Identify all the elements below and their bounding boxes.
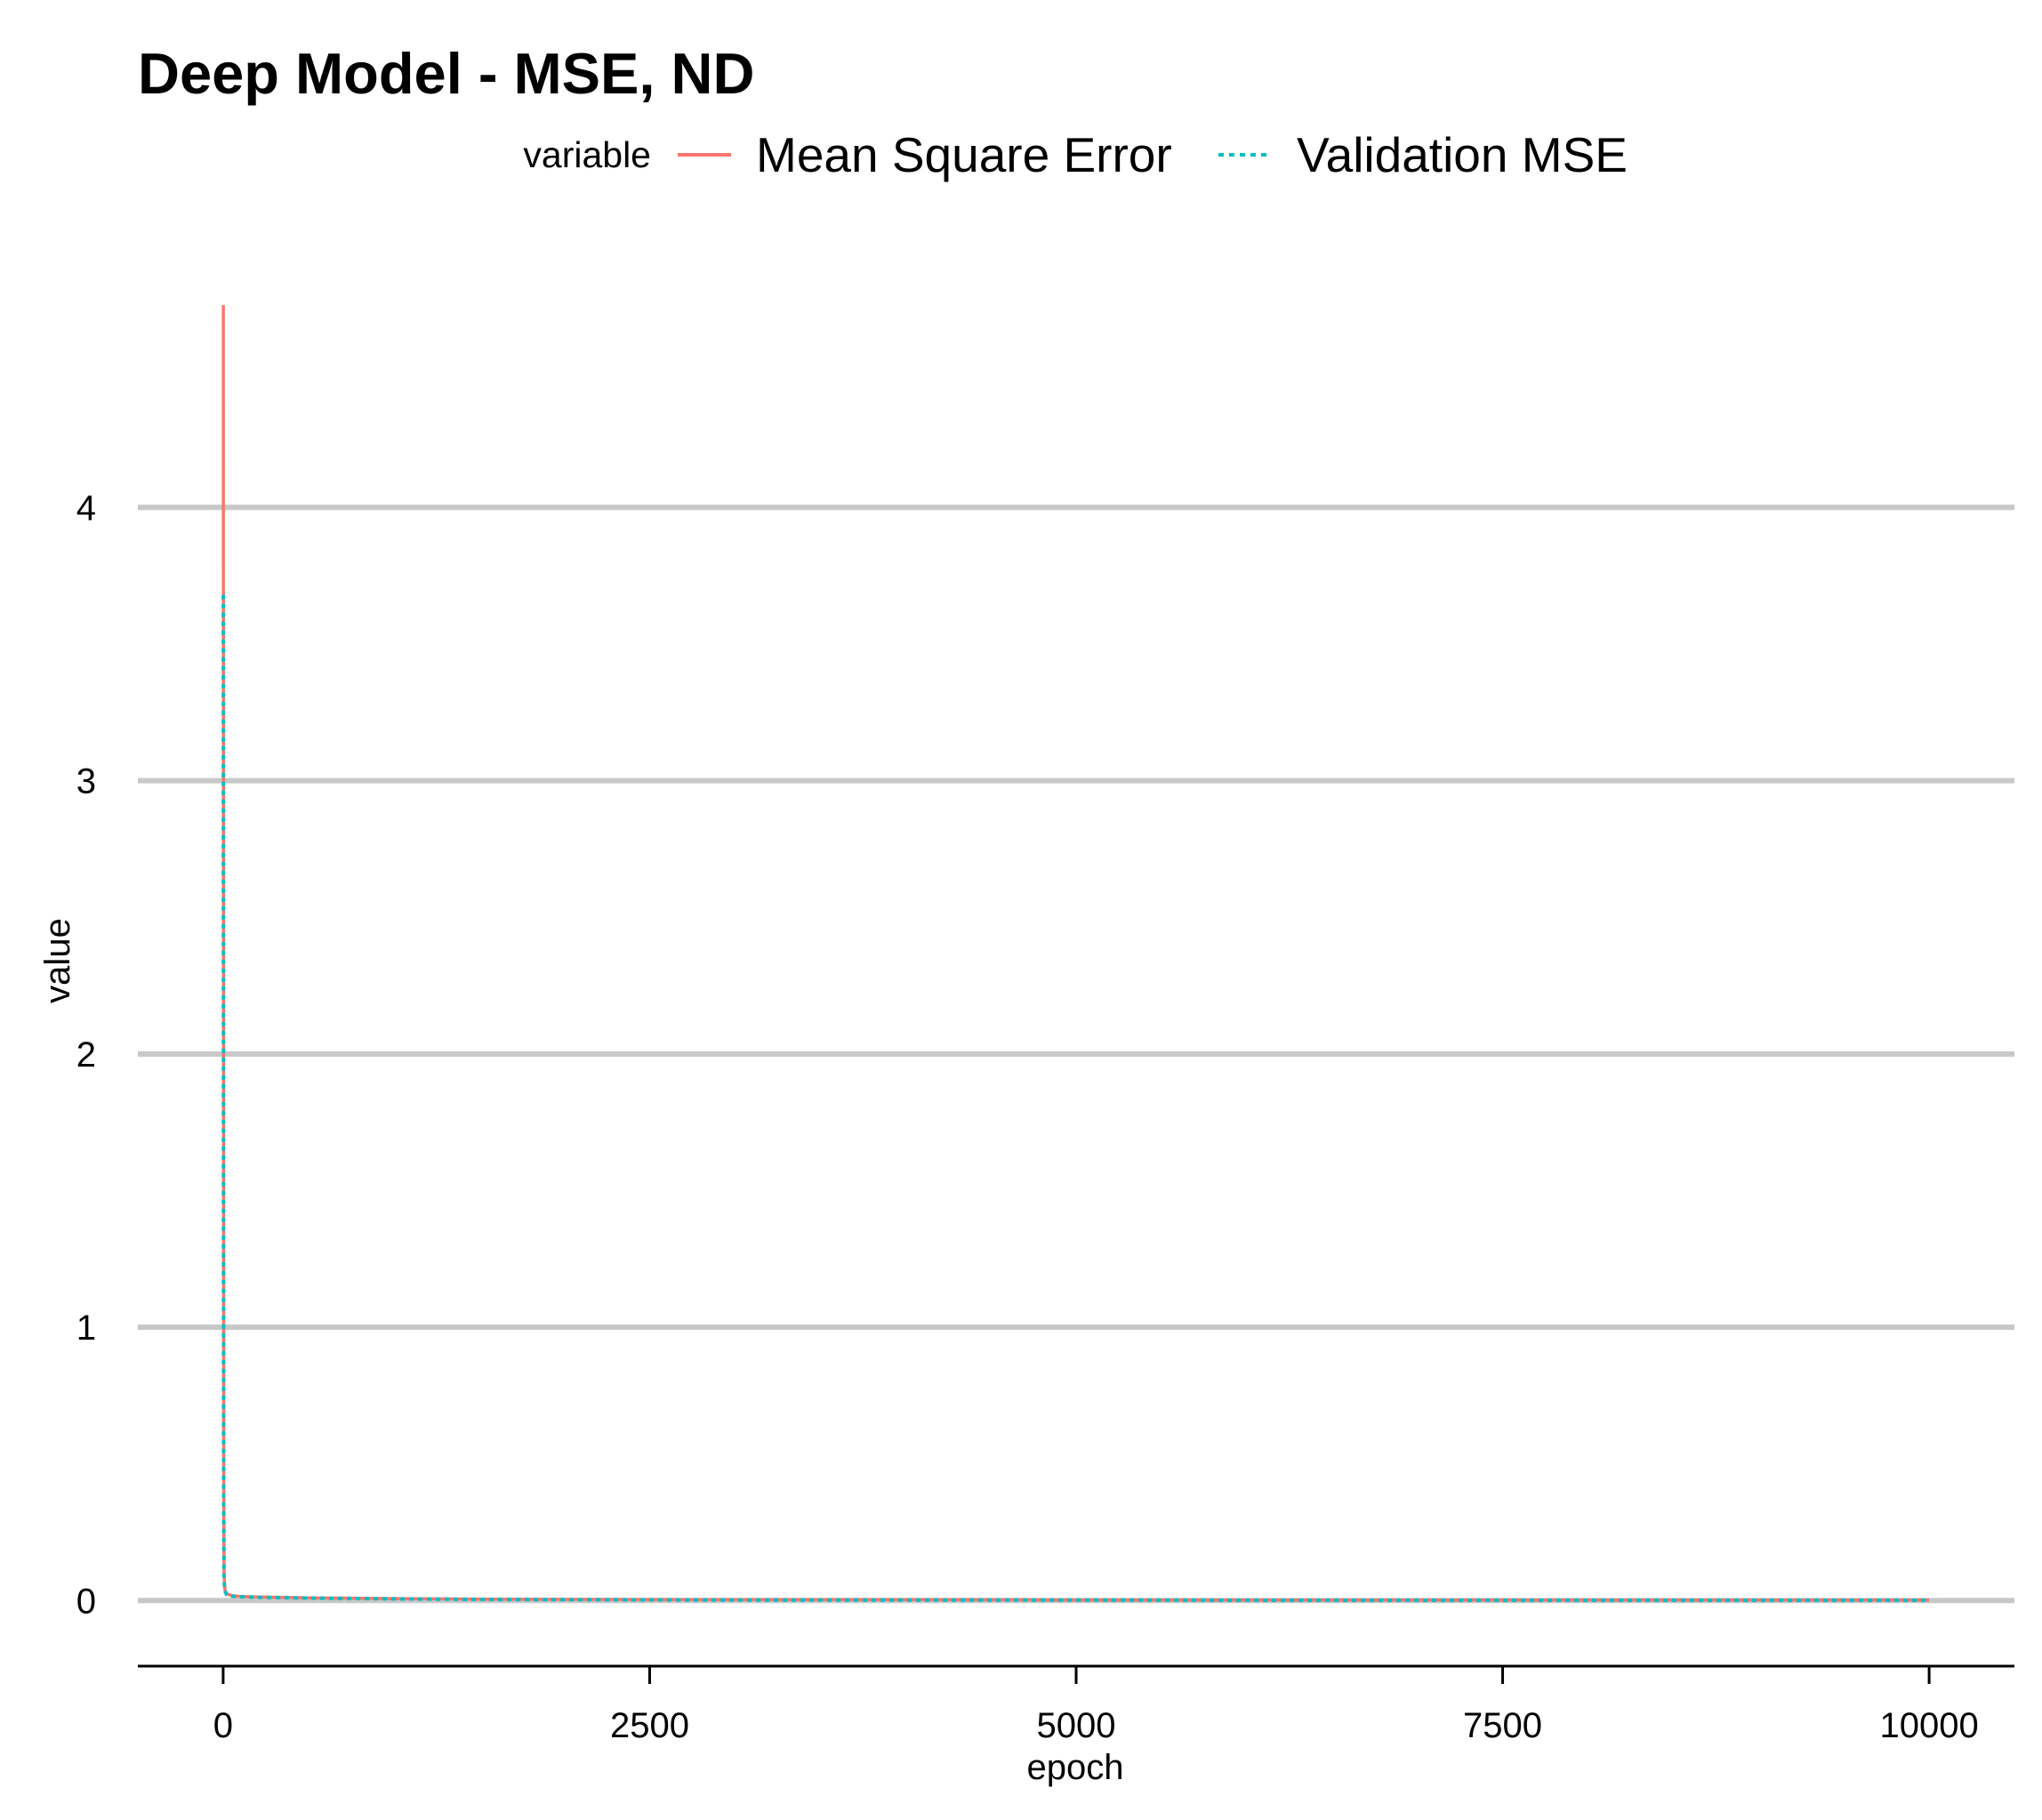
x-tick-label: 5000 (1037, 1706, 1116, 1745)
series-lines (221, 305, 1930, 1602)
x-tick-label: 7500 (1463, 1706, 1542, 1745)
gridlines (138, 504, 2014, 1604)
x-axis-label: epoch (1027, 1748, 1124, 1787)
legend-label-validation-mse: Validation MSE (1297, 127, 1628, 182)
x-tick-label: 2500 (610, 1706, 689, 1745)
series-line-validation-mse (221, 594, 1930, 1602)
y-tick-label: 2 (76, 1035, 96, 1075)
series-line-mean-square-error (221, 305, 1930, 1602)
chart-title: Deep Model - MSE, ND (138, 41, 754, 106)
x-tick-label: 10000 (1879, 1706, 1978, 1745)
y-tick-label: 4 (76, 488, 96, 527)
legend: variable Mean Square Error Validation MS… (523, 127, 1628, 182)
y-axis-label: value (38, 918, 77, 1003)
y-tick-label: 0 (76, 1582, 96, 1621)
y-tick-label: 1 (76, 1309, 96, 1348)
x-tick-labels: 0 2500 5000 7500 10000 (213, 1706, 1979, 1745)
x-tick-label: 0 (213, 1706, 233, 1745)
legend-title: variable (523, 134, 651, 175)
x-axis (138, 1664, 2014, 1684)
legend-label-mean-square-error: Mean Square Error (756, 127, 1172, 182)
y-tick-label: 3 (76, 762, 96, 801)
y-tick-labels: 0 1 2 3 4 (76, 488, 96, 1621)
